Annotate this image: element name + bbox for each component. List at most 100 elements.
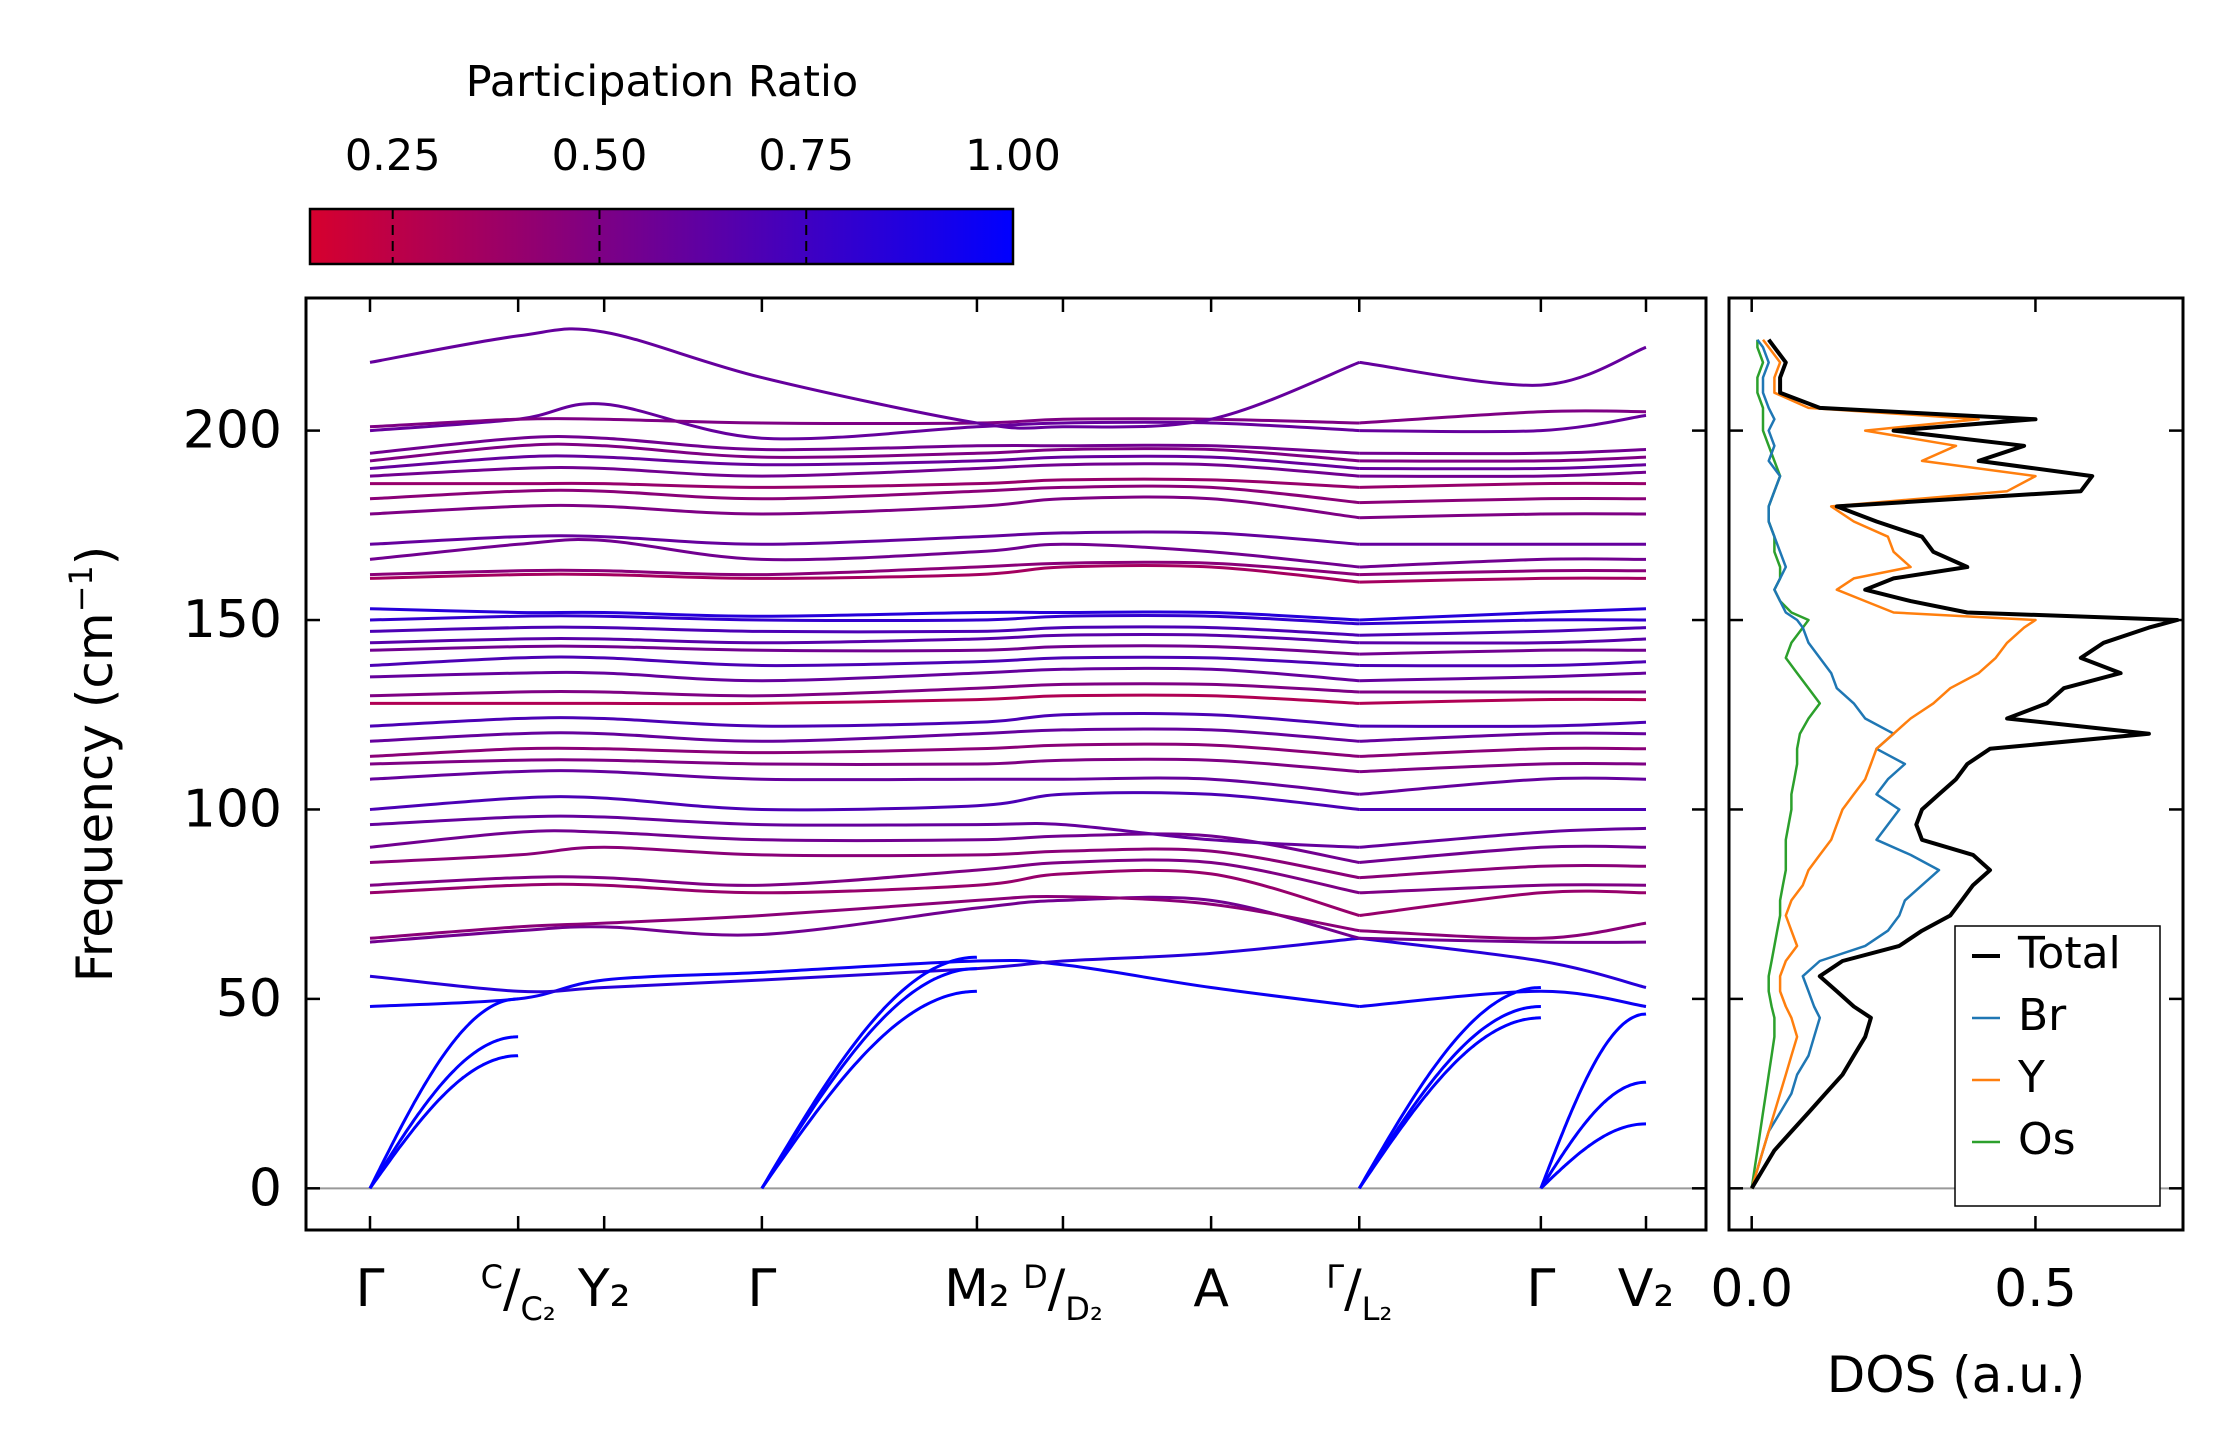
frequency-axis-label-close: ) <box>66 546 124 566</box>
colorbar-tick-label: 0.75 <box>758 131 854 181</box>
acoustic-band <box>368 997 519 1189</box>
optical-band <box>369 538 1360 569</box>
optical-band <box>369 625 1360 637</box>
kpoint-label: M₂ <box>944 1259 1010 1319</box>
acoustic-band <box>760 967 977 1190</box>
acoustic-band <box>368 1054 519 1190</box>
optical-band <box>369 327 1360 430</box>
optical-band <box>369 417 1360 429</box>
optical-band <box>1359 576 1647 584</box>
optical-band <box>1359 481 1647 489</box>
kpoint-label-sub: C₂ <box>521 1290 556 1328</box>
kpoint-label-pre: D <box>1023 1258 1048 1296</box>
frequency-axis-label-unit: −1 <box>62 565 100 612</box>
colorbar-ticks: 0.25 0.50 0.75 1.00 <box>345 131 1061 264</box>
frequency-axis-label: Frequency (cm−1) <box>62 546 124 983</box>
acoustic-band <box>368 1035 519 1190</box>
kpoint-label-main: / <box>503 1259 521 1319</box>
optical-band <box>369 454 1360 470</box>
dos-legend-frame <box>1954 925 2161 1207</box>
optical-band <box>369 894 1360 940</box>
colorbar: Participation Ratio 0.25 0.50 0.75 1.00 <box>308 57 1061 266</box>
kpoint-label: V₂ <box>1618 1259 1674 1319</box>
frequency-axis-ticks: 0 50 100 150 200 <box>183 401 1706 1218</box>
kpoint-gridlines <box>517 298 1542 1230</box>
optical-band <box>369 868 1360 917</box>
colorbar-tick-label: 0.25 <box>345 131 441 181</box>
colorbar-tick-label: 0.50 <box>552 131 648 181</box>
kpoint-label-pre: C <box>481 1258 503 1296</box>
colorbar-gradient <box>308 207 1015 266</box>
optical-band <box>369 530 1360 546</box>
kpoint-label-pre: Γ <box>1326 1258 1344 1296</box>
dos-legend-items: Total Br Y Os <box>1972 928 2121 1165</box>
optical-band <box>369 484 1360 505</box>
optical-band <box>1359 497 1647 505</box>
dos-line-br <box>1750 338 1941 1189</box>
optical-band <box>369 757 1360 774</box>
frequency-axis-label-main: Frequency (cm <box>66 612 124 982</box>
optical-band <box>369 814 1360 849</box>
frequency-tick-label: 0 <box>249 1158 282 1218</box>
optical-band <box>1359 720 1647 728</box>
acoustic-band <box>1539 1012 1647 1189</box>
optical-band <box>1359 463 1647 471</box>
kpoint-axis-ticks: Γ C/C₂ Y₂ Γ M₂ D/D₂ A Γ/L₂ Γ V₂ <box>356 298 1674 1328</box>
kpoint-label-main: / <box>1048 1259 1066 1319</box>
optical-band <box>369 655 1360 668</box>
kpoint-label: Γ <box>747 1259 776 1319</box>
optical-band <box>1359 761 1647 774</box>
optical-band <box>1359 626 1647 637</box>
frequency-tick-label: 150 <box>183 590 282 650</box>
optical-band <box>1359 776 1647 796</box>
dos-axis-ticks: 0.0 0.5 <box>1710 298 2183 1319</box>
optical-band <box>1359 448 1647 456</box>
optical-band <box>369 712 1360 728</box>
optical-band <box>1359 618 1647 626</box>
optical-band <box>1359 409 1647 425</box>
optical-band <box>369 666 1360 683</box>
dos-axis-label: DOS (a.u.) <box>1827 1346 2086 1404</box>
optical-band <box>369 742 1360 758</box>
colorbar-title: Participation Ratio <box>466 57 859 107</box>
optical-band <box>369 564 1360 584</box>
acoustic-band <box>1358 1016 1542 1190</box>
dos-line-total <box>1749 338 2180 1190</box>
optical-band <box>369 727 1360 743</box>
optical-band <box>1359 557 1647 569</box>
legend-label: Y <box>2017 1052 2045 1103</box>
optical-band <box>1359 697 1647 705</box>
optical-band <box>1359 844 1647 864</box>
optical-band <box>1359 731 1647 743</box>
optical-band <box>369 462 1360 478</box>
optical-band <box>1359 826 1647 849</box>
kpoint-label-sub: D₂ <box>1065 1290 1102 1328</box>
legend-label: Total <box>2017 928 2121 979</box>
optical-band <box>369 560 1360 577</box>
optical-band <box>369 958 1360 1008</box>
frequency-tick-label: 100 <box>183 779 282 839</box>
kpoint-label: A <box>1193 1259 1229 1319</box>
optical-band <box>1359 345 1647 387</box>
kpoint-label: C/C₂ <box>481 1258 556 1328</box>
optical-band <box>369 607 1360 622</box>
kpoint-label-sub: L₂ <box>1362 1290 1393 1328</box>
acoustic-band <box>760 955 978 1190</box>
optical-band <box>369 632 1360 645</box>
legend-label: Br <box>2018 990 2067 1041</box>
kpoint-label-main: / <box>1344 1259 1362 1319</box>
optical-band <box>1359 455 1647 463</box>
dos-tick-label: 0.0 <box>1710 1259 1793 1319</box>
optical-band <box>1359 863 1647 880</box>
optical-band <box>369 829 1360 864</box>
dos-line-y <box>1750 338 2037 1189</box>
optical-band <box>369 769 1360 796</box>
acoustic-band <box>1358 1005 1541 1190</box>
optical-band <box>1359 671 1647 683</box>
acoustic-band <box>1539 1080 1647 1190</box>
optical-band <box>1359 889 1647 917</box>
optical-band <box>1359 607 1647 622</box>
optical-band <box>369 495 1360 520</box>
optical-band <box>369 435 1360 455</box>
